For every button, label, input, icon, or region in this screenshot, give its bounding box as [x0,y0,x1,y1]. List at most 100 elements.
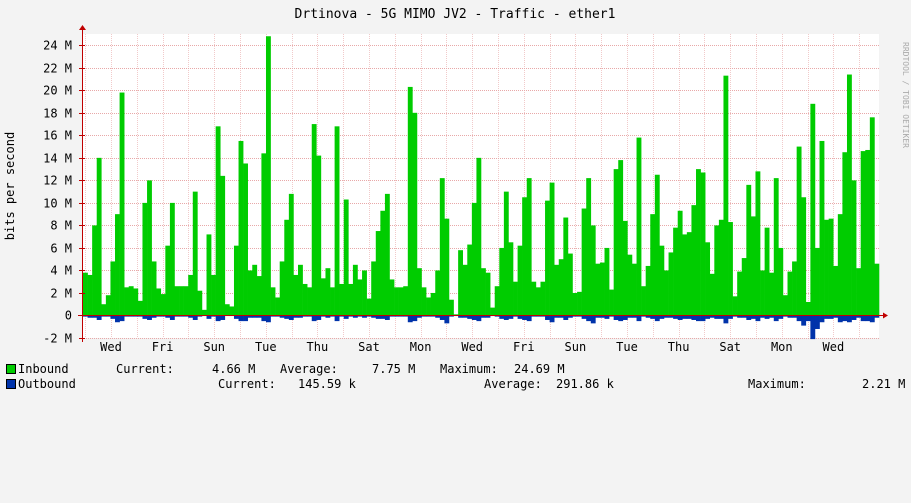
outbound-bar [211,315,216,317]
inbound-bar [499,247,505,316]
inbound-bar [673,227,679,316]
inbound-bar [403,286,409,316]
inbound-current-value: 4.66 M [212,362,256,376]
outbound-bar [439,315,445,320]
inbound-bar [476,157,482,316]
outbound-bar [828,315,834,319]
outbound-bar [220,315,226,320]
inbound-bar [782,295,788,316]
outbound-bar [851,315,857,320]
inbound-average-value: 7.75 M [372,362,416,376]
y-tick-label: -2 M [43,332,72,346]
outbound-bar [389,315,395,317]
outbound-bar [343,315,349,319]
outbound-bar [471,315,477,320]
outbound-bar [549,315,555,323]
outbound-bar [165,315,171,318]
inbound-bar [188,274,194,316]
inbound-bar [92,225,98,316]
inbound-bar [663,270,669,316]
outbound-bar [238,315,244,322]
outbound-bar [696,315,701,322]
inbound-bar [760,270,765,316]
inbound-bar [293,274,299,316]
outbound-bar [421,315,427,317]
inbound-bar [627,254,633,316]
inbound-bar [755,171,761,316]
rrdtool-watermark: RRDTOOL / TOBI OETIKER [901,42,910,148]
outbound-bar [83,315,88,317]
inbound-bar [87,274,93,316]
outbound-bar [631,315,637,318]
y-tick-label: 24 M [43,39,72,53]
inbound-bar [83,272,88,316]
inbound-bar [233,245,239,316]
inbound-bar [156,288,162,316]
inbound-bar [869,117,875,316]
legend-outbound: Outbound Current: 145.59 k Average: 291.… [6,377,905,391]
outbound-bar [206,315,212,319]
inbound-bar [732,296,738,316]
outbound-bar [256,315,262,318]
outbound-bar [284,315,290,319]
inbound-bar [110,261,116,316]
inbound-bar [211,274,216,316]
outbound-bar [846,315,852,323]
inbound-bar [261,153,267,316]
inbound-bar [718,219,724,316]
inbound-bar [778,247,784,316]
inbound-bar [764,227,770,316]
outbound-bar [384,315,390,320]
inbound-bar [604,247,610,316]
inbound-bar [833,265,839,316]
inbound-bar [842,152,848,316]
outbound-swatch [6,379,16,389]
inbound-bar [682,234,688,316]
inbound-bar [631,263,637,316]
outbound-bar [723,315,729,324]
outbound-bar [174,315,180,317]
y-tick-label: 14 M [43,152,72,166]
outbound-bar [462,315,468,318]
outbound-bar [412,315,418,322]
y-tick-labels: -2 M 0 2 M 4 M 6 M 8 M 10 M 12 M 14 M 16 M 18 M 20 … [43,39,72,346]
inbound-bar [435,270,441,316]
outbound-bar [842,315,848,322]
inbound-bar [448,299,454,316]
outbound-bar [325,315,331,318]
outbound-bar [394,315,399,317]
outbound-bar [782,315,788,317]
y-tick-label: 2 M [50,287,72,301]
inbound-bar [618,160,624,316]
inbound-bar [590,225,596,316]
outbound-bar [96,315,102,320]
inbound-bar [645,265,651,316]
inbound-series [83,36,880,316]
x-tick-label: Wed [823,340,845,354]
outbound-maximum-value: 2.21 M [862,377,906,391]
y-tick-label: 6 M [50,242,72,256]
inbound-bar [810,103,816,316]
outbound-average-value: 291.86 k [556,377,614,391]
inbound-bar [101,304,107,316]
outbound-bar [540,315,546,317]
outbound-bar [101,315,107,317]
outbound-bar [293,315,299,318]
outbound-bar [668,315,674,318]
inbound-bar [705,242,711,316]
outbound-bar [508,315,514,319]
outbound-bar [188,315,194,318]
y-tick-label: 16 M [43,129,72,143]
outbound-bar [705,315,711,319]
outbound-label: Outbound [18,377,76,391]
inbound-bar [641,286,646,316]
outbound-bar [407,315,413,323]
outbound-bar [339,315,345,317]
outbound-bar [243,315,248,322]
outbound-bar [348,315,354,317]
outbound-bar [398,315,404,317]
outbound-bar [581,315,587,319]
inbound-bar [270,287,276,316]
inbound-bar [508,242,514,316]
x-tick-label: Thu [307,340,329,354]
